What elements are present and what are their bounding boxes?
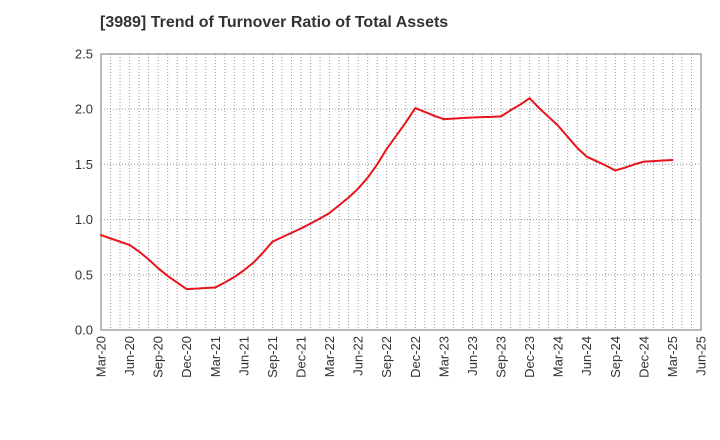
x-tick-label: Jun-24 [579,336,594,376]
plot-area [101,54,701,330]
x-tick-label: Jun-25 [694,336,709,376]
x-tick-label: Mar-22 [322,336,337,377]
x-tick-label: Jun-22 [351,336,366,376]
x-tick-label: Sep-24 [608,336,623,378]
y-tick-label: 0.0 [75,323,93,338]
x-tick-label: Jun-21 [236,336,251,376]
grid-layer [101,54,701,330]
x-tick-label: Mar-24 [551,336,566,377]
y-tick-label: 1.0 [75,212,93,227]
x-tick-label: Sep-20 [151,336,166,378]
y-tick-label: 1.5 [75,157,93,172]
chart-title: [3989] Trend of Turnover Ratio of Total … [100,14,449,31]
x-tick-label: Mar-21 [208,336,223,377]
axis-layer [100,53,702,331]
x-tick-label: Sep-21 [265,336,280,378]
x-tick-label: Dec-21 [294,336,309,378]
x-tick-label: Dec-22 [408,336,423,378]
series-layer [100,97,674,291]
x-tick-label: Mar-25 [665,336,680,377]
x-tick-label: Dec-20 [179,336,194,378]
y-tick-label: 2.5 [75,47,93,62]
plot-frame [100,53,702,331]
x-tick-label: Dec-24 [636,336,651,378]
label-layer: 0.0 0.5 1.0 1.5 2.0 2.5 Mar-20 Jun-20 Sep-20 Dec-… [75,47,709,378]
x-tick-label: Mar-23 [436,336,451,377]
x-tick-label: Sep-23 [494,336,509,378]
x-tick-label: Sep-22 [379,336,394,378]
y-tick-label: 2.0 [75,102,93,117]
x-tick-label: Jun-20 [122,336,137,376]
x-tick-label: Jun-23 [465,336,480,376]
x-tick-label: Mar-20 [94,336,109,377]
x-tick-label: Dec-23 [522,336,537,378]
y-tick-label: 0.5 [75,267,93,282]
